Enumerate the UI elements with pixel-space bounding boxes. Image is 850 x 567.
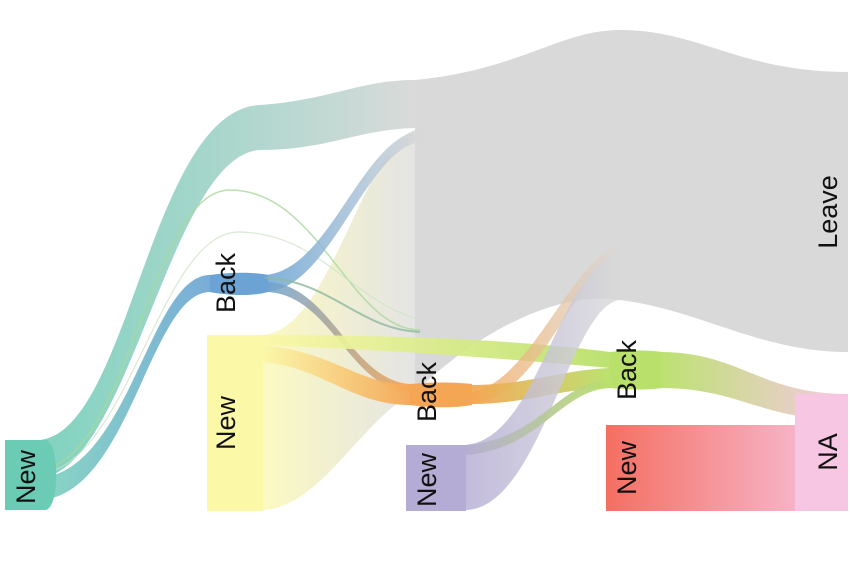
node-back-4 — [610, 350, 662, 390]
flow-new1-thin-b — [39, 231, 421, 475]
node-new-1 — [5, 440, 57, 510]
flow-new1-to-leave — [40, 80, 420, 478]
flow-back2-thin — [264, 277, 421, 333]
flow-new3-to-back4 — [465, 380, 610, 455]
label-stage1-new: New — [11, 449, 41, 504]
label-stage2-new: New — [211, 395, 241, 450]
flow-new2-to-back3 — [260, 345, 410, 405]
flow-back2-to-leave — [265, 130, 420, 292]
node-new-3 — [406, 445, 466, 511]
label-stage4-new: New — [612, 440, 642, 495]
flow-new1-thin-a — [39, 189, 421, 471]
node-back-3 — [410, 382, 472, 408]
flow-new1-to-back2 — [40, 275, 210, 500]
node-back-2 — [210, 272, 268, 295]
label-stage5-leave: Leave — [813, 175, 843, 249]
label-stage3-new: New — [412, 452, 442, 507]
label-stage5-na: NA — [813, 433, 843, 471]
label-stage3-back: Back — [412, 361, 442, 422]
label-stage2-back: Back — [211, 252, 241, 313]
flow-new2-to-leave — [260, 130, 415, 510]
label-stage4-back: Back — [612, 339, 642, 400]
node-na — [795, 394, 848, 511]
flow-to-leave-main — [415, 30, 848, 392]
node-new-2 — [207, 335, 263, 511]
